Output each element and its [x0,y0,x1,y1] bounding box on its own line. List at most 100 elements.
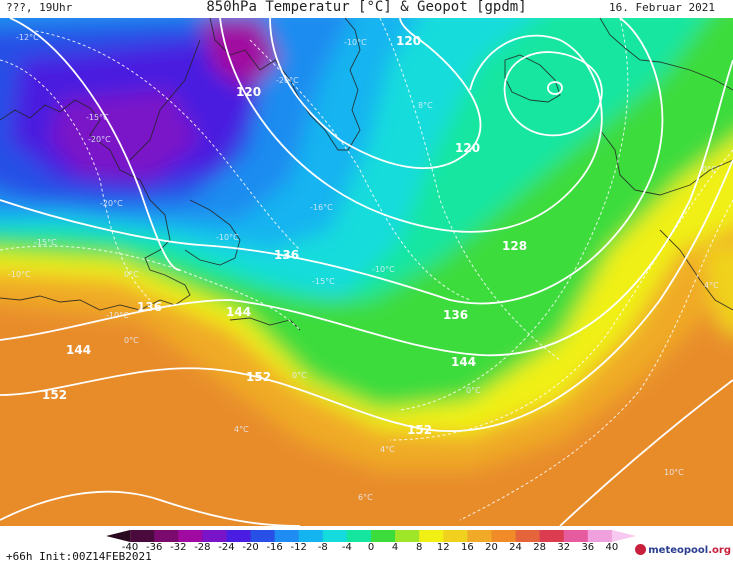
color-scale-tick-label: -12 [290,542,307,553]
isotherm-label: -15°C [86,113,109,122]
color-scale-swatch [178,530,203,542]
color-scale-tick-label: -8 [317,542,328,553]
contour-label: 120 [396,34,421,48]
contour-label: 144 [451,355,476,369]
color-scale-tick-label: 12 [436,542,450,553]
isotherm-label: -10°C [344,38,367,47]
color-scale-tick-label: 16 [460,542,474,553]
valid-date-label: 16. Februar 2021 [609,1,715,14]
isotherm-label: -16°C [310,203,333,212]
weather-map: 120 120 120 128 136 136 136 144 144 144 … [0,18,733,526]
color-scale-tick-label: 40 [605,542,619,553]
color-scale-tick-label: -28 [194,542,211,553]
color-scale-swatch [346,530,372,542]
isotherm-labels: -10°C -20°C -15°C -20°C -20°C -16°C -10°… [8,33,719,502]
contour-152 [0,159,733,432]
contour-label: 136 [137,300,162,314]
contour-label: 152 [407,423,432,437]
isotherm-label: 0°C [124,336,139,345]
isotherm-label: 4°C [380,445,395,454]
isotherm-label: -10°C [106,311,129,320]
color-scale-swatch [322,530,348,542]
color-scale-swatch [587,530,613,542]
contour-small-ring [547,81,563,95]
color-scale-swatch [467,530,492,542]
contour-120-west [9,18,181,271]
isotherm-label: -20°C [88,135,111,144]
color-scale-tick-label: 32 [557,542,571,553]
isotherm-label: -20°C [276,76,299,85]
color-scale-swatch [539,530,565,542]
isotherm-label: -10°C [8,270,31,279]
color-scale-swatch [371,530,396,542]
color-scale-swatch [563,530,589,542]
isotherm-label: 10°C [664,468,684,477]
contour-160 [0,490,301,526]
isotherm-label: -15°C [312,277,335,286]
isotherm-label: -20°C [100,199,123,208]
color-scale-swatch [130,530,155,542]
contour-label: 120 [236,85,261,99]
color-scale-swatch [250,530,276,542]
color-scale-tick-label: -4 [341,542,352,553]
color-scale-tick-label: 4 [391,542,399,553]
isotherm-label: -10°C [216,233,239,242]
color-scale-tick-label: 0 [367,542,375,553]
header-bar: ???, 19Uhr 850hPa Temperatur [°C] & Geop… [0,0,733,18]
color-scale-swatch [154,530,179,542]
color-scale-swatch [298,530,324,542]
contour-136 [0,18,664,305]
color-scale-tick-label: -16 [266,542,283,553]
contour-label: 144 [226,305,251,319]
coastlines [0,18,733,331]
isotherm-label: 0°C [292,371,307,380]
color-scale-tick-label: -32 [170,542,187,553]
contour-128 [219,18,603,233]
color-scale-swatch [491,530,517,542]
logo-suffix: .org [708,545,731,556]
color-scale-swatch [395,530,420,542]
isotherm-label: 0°C [466,386,481,395]
color-scale-tick-label: -24 [218,542,235,553]
contour-label: 128 [502,239,527,253]
isotherm-label: 0°C [702,165,717,174]
color-scale-bar [106,530,636,542]
isotherm-label: -12°C [16,33,39,42]
color-scale-tick-label: -36 [146,542,163,553]
contour-label: 144 [66,343,91,357]
isotherm-label: 0°C [124,270,139,279]
contour-label: 152 [246,370,271,384]
isotherm-label: 4°C [234,425,249,434]
meteopool-logo[interactable]: meteopool.org [635,544,731,556]
forecast-run-info: +66h Init:00Z14FEB2021 [6,550,152,563]
temperature-field [0,18,733,526]
footer-bar: -40 -36 -32 -28 -24 -20 -16 -12 -8 -4 0 4 8 12 16 20 24 2… [0,526,733,566]
color-scale-swatch [515,530,541,542]
color-scale-tick-label: -20 [242,542,259,553]
valid-time-label: ???, 19Uhr [6,1,73,14]
isotherm-label: 4°C [704,281,719,290]
contour-label: 136 [274,248,299,262]
color-scale-swatch [226,530,252,542]
color-scale-swatch [611,530,636,542]
color-scale-tick-label: 20 [485,542,498,553]
color-scale-tick-label: 36 [581,542,595,553]
color-scale-swatch [419,530,444,542]
contour-160-east [559,379,733,526]
geopotential-labels: 120 120 120 128 136 136 136 144 144 144 … [42,34,527,437]
color-scale-tick-label: -40 [121,542,139,553]
isotherm-label: -10°C [372,265,395,274]
color-scale-swatch [202,530,227,542]
contour-label: 120 [455,141,480,155]
color-scale-tick-label: 28 [533,542,546,553]
contour-low-center [503,51,603,137]
isotherm-label: -15°C [34,238,57,247]
color-scale-tick-label: 24 [509,542,522,553]
contour-label: 136 [443,308,468,322]
isotherm-label: 8°C [418,101,433,110]
color-scale-tick-label: 8 [415,542,423,553]
contour-label: 152 [42,388,67,402]
color-scale-swatch [274,530,300,542]
map-title: 850hPa Temperatur [°C] & Geopot [gpdm] [206,0,527,15]
geopotential-contours [0,18,733,526]
